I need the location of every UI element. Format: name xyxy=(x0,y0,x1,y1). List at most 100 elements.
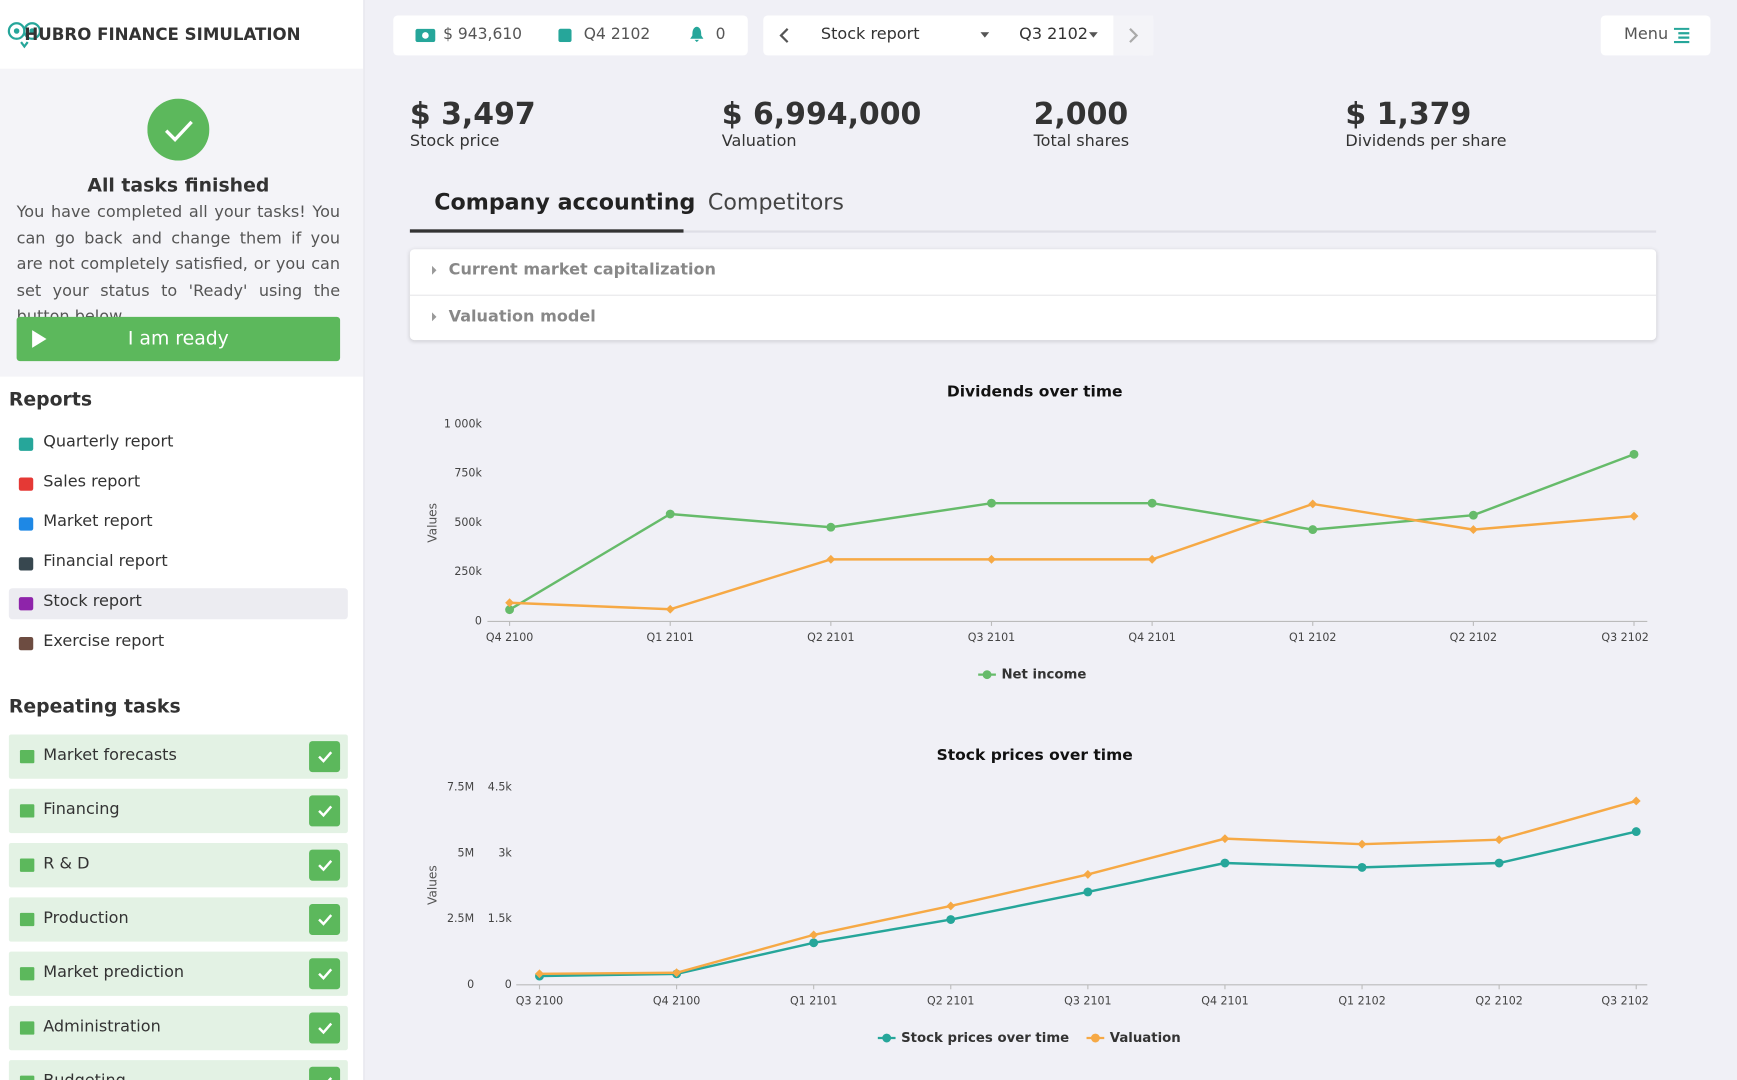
kpi-value: 2,000 xyxy=(1033,97,1129,132)
tasks-card: All tasks finished You have completed al… xyxy=(0,68,364,377)
check-icon xyxy=(318,968,333,980)
point xyxy=(1357,862,1367,872)
next-button[interactable] xyxy=(1113,15,1154,56)
tab[interactable]: Competitors xyxy=(707,188,844,215)
chart-title: Dividends over time xyxy=(947,383,1123,401)
task-item[interactable]: Budgeting xyxy=(8,1060,348,1080)
x-tick-label: Q4 2100 xyxy=(486,631,533,644)
kpi-label: Stock price xyxy=(409,132,500,151)
point xyxy=(946,915,956,924)
point xyxy=(1220,858,1230,868)
task-check xyxy=(309,795,341,827)
report-link[interactable]: Financial report xyxy=(43,552,168,571)
x-tick-label: Q3 2101 xyxy=(968,631,1015,644)
period-select[interactable]: Q3 2102 xyxy=(1019,25,1089,44)
status-bar: $ 943,610 Q4 2102 0 xyxy=(393,15,748,56)
report-icon xyxy=(18,517,34,531)
task-check xyxy=(309,1066,341,1080)
point xyxy=(1494,835,1504,845)
task-label: Market prediction xyxy=(43,963,185,982)
task-icon xyxy=(19,858,35,872)
line xyxy=(509,502,1635,611)
chart-title: Stock prices over time xyxy=(937,746,1133,764)
task-check xyxy=(309,741,341,773)
kpi-label: Valuation xyxy=(721,132,797,151)
accordion-header[interactable]: Valuation model xyxy=(448,307,596,326)
point xyxy=(1147,554,1157,564)
kpi-value: $ 3,497 xyxy=(409,97,536,132)
accordion-header[interactable]: Current market capitalization xyxy=(448,261,716,280)
point xyxy=(1468,525,1478,535)
tasks-title: All tasks finished xyxy=(87,175,270,198)
y-tick-label: 1.5k xyxy=(488,912,513,925)
prev-button[interactable] xyxy=(779,28,790,44)
report-link[interactable]: Quarterly report xyxy=(43,433,174,451)
ready-label: I am ready xyxy=(127,327,229,351)
y-tick-label: 750k xyxy=(454,467,482,480)
notifications: 0 xyxy=(715,25,726,44)
point xyxy=(826,522,836,532)
y-tick-label: 2.5M xyxy=(447,912,474,925)
point xyxy=(1631,827,1641,837)
point xyxy=(987,554,996,564)
check-icon xyxy=(318,751,333,763)
x-tick-label: Q1 2101 xyxy=(790,994,837,1007)
tab-active[interactable]: Company accounting xyxy=(434,188,696,215)
task-item[interactable]: Production xyxy=(8,897,348,942)
tab-border xyxy=(409,230,1657,233)
point xyxy=(809,930,819,940)
y-tick-label: 3k xyxy=(498,846,512,859)
line xyxy=(508,453,1635,611)
kpi-label: Dividends per share xyxy=(1345,132,1507,151)
report-link[interactable]: Exercise report xyxy=(43,632,165,651)
cash: $ 943,610 xyxy=(443,25,523,44)
task-item[interactable]: Administration xyxy=(8,1005,348,1051)
report-link[interactable]: Stock report xyxy=(43,592,142,611)
x-tick-label: Q4 2100 xyxy=(653,994,700,1007)
accordion-caret xyxy=(432,265,437,275)
point xyxy=(505,605,515,615)
active-item xyxy=(8,588,348,620)
point xyxy=(1468,510,1478,520)
bell-icon xyxy=(690,26,704,43)
report-link[interactable]: Sales report xyxy=(43,473,141,491)
task-item[interactable]: Market prediction xyxy=(8,951,348,996)
report-link[interactable]: Market report xyxy=(43,512,153,531)
line xyxy=(539,830,1637,978)
point xyxy=(505,598,515,608)
report-icon xyxy=(18,477,34,491)
x-tick-label: Q3 2101 xyxy=(1064,994,1111,1007)
task-icon xyxy=(19,912,35,927)
legend-label: Valuation xyxy=(1110,1031,1181,1046)
task-check xyxy=(309,903,341,935)
task-icon xyxy=(19,967,35,981)
task-item[interactable]: Financing xyxy=(8,788,348,834)
point xyxy=(1357,839,1367,849)
ready-button[interactable]: I am ready xyxy=(16,316,341,362)
task-icon xyxy=(19,1075,35,1080)
report-select[interactable]: Stock report xyxy=(820,25,920,44)
accordion-caret xyxy=(432,312,437,322)
brand: HUBRO FINANCE SIMULATION xyxy=(24,24,301,45)
calendar-icon xyxy=(558,28,572,43)
legend-marker xyxy=(982,670,992,680)
y-tick-label: 0 xyxy=(505,978,512,991)
legend-marker xyxy=(882,1033,892,1043)
point xyxy=(1147,498,1157,508)
point xyxy=(1083,869,1093,879)
y-tick-label: 0 xyxy=(467,978,474,991)
caret xyxy=(1088,32,1098,38)
x-tick-label: Q2 2102 xyxy=(1475,994,1522,1007)
point xyxy=(987,498,996,508)
kpi-value: $ 1,379 xyxy=(1345,97,1472,132)
report-icon xyxy=(18,636,34,651)
task-item[interactable]: Market forecasts xyxy=(8,734,348,779)
divider xyxy=(409,294,1657,296)
menu-button[interactable]: Menu xyxy=(1600,15,1711,56)
task-label: Market forecasts xyxy=(43,746,177,765)
task-label: Production xyxy=(43,909,129,928)
sidebar: HUBRO FINANCE SIMULATION All tasks finis… xyxy=(0,0,365,1080)
next-icon xyxy=(1129,28,1139,43)
task-item[interactable]: R & D xyxy=(8,843,348,888)
x-tick-label: Q3 2102 xyxy=(1601,631,1648,644)
